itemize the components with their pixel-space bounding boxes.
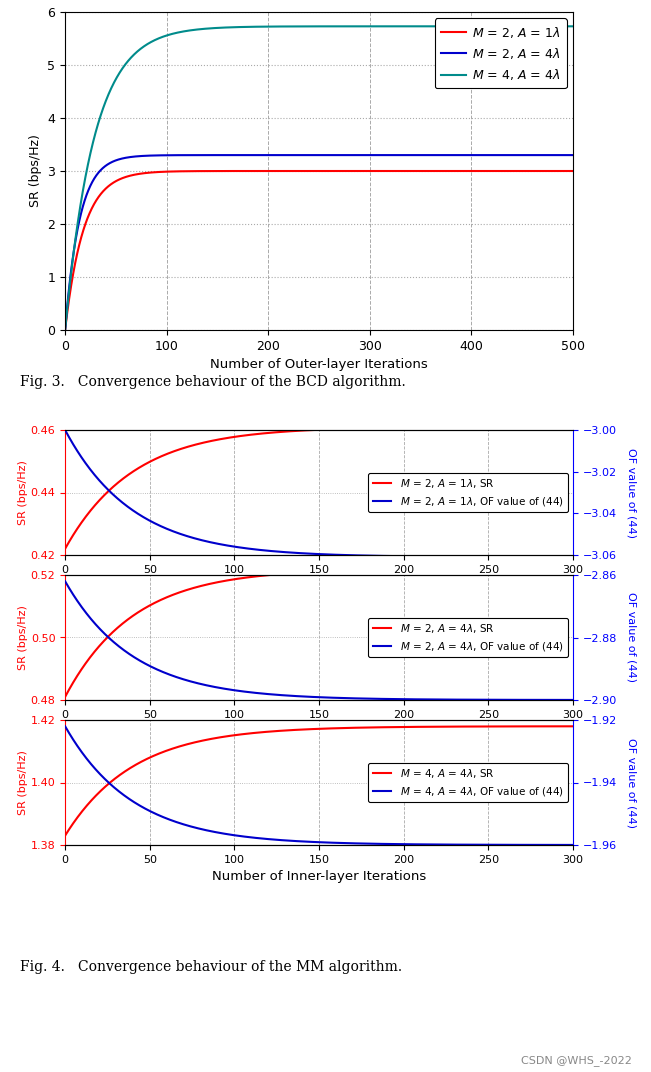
X-axis label: Number of Outer-layer Iterations: Number of Outer-layer Iterations [210, 358, 428, 371]
$M$ = 2, $A$ = 4$\lambda$ [461, 149, 469, 162]
Legend: $M$ = 4, $A$ = 4$\lambda$, SR, $M$ = 4, $A$ = 4$\lambda$, OF value of (44): $M$ = 4, $A$ = 4$\lambda$, SR, $M$ = 4, … [368, 763, 568, 802]
$M$ = 2, $A$ = 4$\lambda$ [308, 149, 316, 162]
$M$ = 4, $A$ = 4$\lambda$ [61, 324, 69, 337]
$M$ = 2, $A$ = 4$\lambda$ [569, 149, 577, 162]
$M$ = 4, $A$ = 4$\lambda$ [554, 20, 562, 33]
Legend: $M$ = 2, $A$ = 1$\lambda$, SR, $M$ = 2, $A$ = 1$\lambda$, OF value of (44): $M$ = 2, $A$ = 1$\lambda$, SR, $M$ = 2, … [368, 473, 568, 512]
Line: $M$ = 2, $A$ = 4$\lambda$: $M$ = 2, $A$ = 4$\lambda$ [65, 155, 573, 330]
$M$ = 2, $A$ = 1$\lambda$ [461, 165, 469, 178]
Y-axis label: SR (bps/Hz): SR (bps/Hz) [18, 605, 28, 670]
Line: $M$ = 4, $A$ = 4$\lambda$: $M$ = 4, $A$ = 4$\lambda$ [65, 27, 573, 330]
Y-axis label: SR (bps/Hz): SR (bps/Hz) [18, 750, 28, 815]
$M$ = 2, $A$ = 4$\lambda$ [554, 149, 562, 162]
Line: $M$ = 2, $A$ = 1$\lambda$: $M$ = 2, $A$ = 1$\lambda$ [65, 172, 573, 330]
$M$ = 4, $A$ = 4$\lambda$ [569, 20, 577, 33]
$M$ = 2, $A$ = 1$\lambda$ [61, 324, 69, 337]
$M$ = 2, $A$ = 4$\lambda$ [554, 149, 562, 162]
$M$ = 2, $A$ = 1$\lambda$ [554, 165, 562, 178]
$M$ = 2, $A$ = 1$\lambda$ [554, 165, 562, 178]
$M$ = 2, $A$ = 4$\lambda$ [61, 324, 69, 337]
$M$ = 4, $A$ = 4$\lambda$ [295, 20, 303, 33]
Text: Fig. 3.   Convergence behaviour of the BCD algorithm.: Fig. 3. Convergence behaviour of the BCD… [20, 375, 406, 389]
Y-axis label: SR (bps/Hz): SR (bps/Hz) [18, 460, 28, 525]
$M$ = 2, $A$ = 1$\lambda$ [87, 204, 95, 217]
$M$ = 2, $A$ = 4$\lambda$ [295, 149, 303, 162]
X-axis label: Number of Inner-layer Iterations: Number of Inner-layer Iterations [212, 870, 426, 883]
$M$ = 2, $A$ = 4$\lambda$ [566, 149, 574, 162]
Y-axis label: SR (bps/Hz): SR (bps/Hz) [29, 135, 42, 208]
$M$ = 4, $A$ = 4$\lambda$ [461, 20, 469, 33]
$M$ = 2, $A$ = 1$\lambda$ [295, 165, 303, 178]
$M$ = 4, $A$ = 4$\lambda$ [554, 20, 562, 33]
Text: CSDN @WHS_-2022: CSDN @WHS_-2022 [521, 1055, 631, 1066]
$M$ = 2, $A$ = 1$\lambda$ [308, 165, 316, 178]
Y-axis label: OF value of (44): OF value of (44) [626, 447, 636, 537]
Text: Fig. 4.   Convergence behaviour of the MM algorithm.: Fig. 4. Convergence behaviour of the MM … [20, 961, 402, 974]
Y-axis label: OF value of (44): OF value of (44) [626, 593, 637, 683]
$M$ = 4, $A$ = 4$\lambda$ [308, 20, 316, 33]
Legend: $M$ = 2, $A$ = 1$\lambda$, $M$ = 2, $A$ = 4$\lambda$, $M$ = 4, $A$ = 4$\lambda$: $M$ = 2, $A$ = 1$\lambda$, $M$ = 2, $A$ … [435, 18, 566, 88]
Legend: $M$ = 2, $A$ = 4$\lambda$, SR, $M$ = 2, $A$ = 4$\lambda$, OF value of (44): $M$ = 2, $A$ = 4$\lambda$, SR, $M$ = 2, … [368, 617, 568, 657]
$M$ = 4, $A$ = 4$\lambda$ [87, 145, 95, 158]
Y-axis label: OF value of (44): OF value of (44) [626, 738, 636, 828]
$M$ = 2, $A$ = 1$\lambda$ [569, 165, 577, 178]
$M$ = 2, $A$ = 4$\lambda$ [87, 178, 95, 191]
